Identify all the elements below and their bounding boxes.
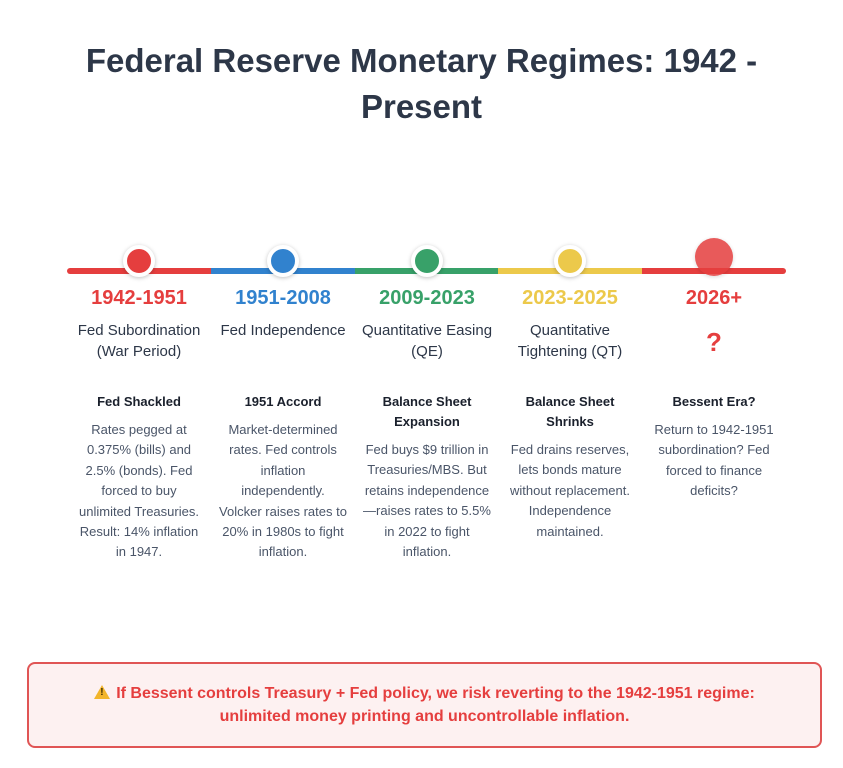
era-marker	[411, 245, 443, 277]
timeline: 1942-1951 Fed Subordination (War Period)…	[67, 200, 786, 600]
era-heading: Fed Shackled	[97, 394, 181, 409]
era-description: Return to 1942-1951 subordination? Fed f…	[654, 422, 774, 499]
era-heading: Bessent Era?	[672, 394, 756, 409]
warning-text: If Bessent controls Treasury + Fed polic…	[116, 685, 755, 725]
era-years: 2009-2023	[379, 287, 475, 309]
era-years: 2023-2025	[522, 287, 618, 309]
era-years: 1942-1951	[91, 287, 187, 309]
era-heading: 1951 Accord	[244, 394, 322, 409]
warning-icon	[94, 685, 111, 699]
era-marker	[695, 238, 733, 276]
era-label: Quantitative Tightening (QT)	[517, 322, 623, 360]
warning-box: If Bessent controls Treasury + Fed polic…	[27, 662, 822, 748]
era-description: Rates pegged at 0.375% (bills) and 2.5% …	[79, 422, 199, 560]
era-heading: Balance Sheet Shrinks	[525, 394, 615, 429]
era-question-mark: ?	[706, 327, 722, 357]
era-heading: Balance Sheet Expansion	[382, 394, 472, 429]
era-description: Fed buys $9 trillion in Treasuries/MBS. …	[363, 442, 491, 560]
era-marker	[123, 245, 155, 277]
era-description: Market-determined rates. Fed controls in…	[219, 422, 347, 560]
era-label: Quantitative Easing (QE)	[361, 322, 493, 360]
era-years: 1951-2008	[235, 287, 331, 309]
warning-message: If Bessent controls Treasury + Fed polic…	[69, 682, 780, 728]
era-marker	[267, 245, 299, 277]
page-title: Federal Reserve Monetary Regimes: 1942 -…	[85, 42, 758, 125]
era-label: Fed Independence	[220, 322, 346, 339]
era-label: Fed Subordination (War Period)	[77, 322, 201, 360]
era-years: 2026+	[685, 287, 743, 309]
era-description: Fed drains reserves, lets bonds mature w…	[510, 442, 630, 539]
era-marker	[554, 245, 586, 277]
